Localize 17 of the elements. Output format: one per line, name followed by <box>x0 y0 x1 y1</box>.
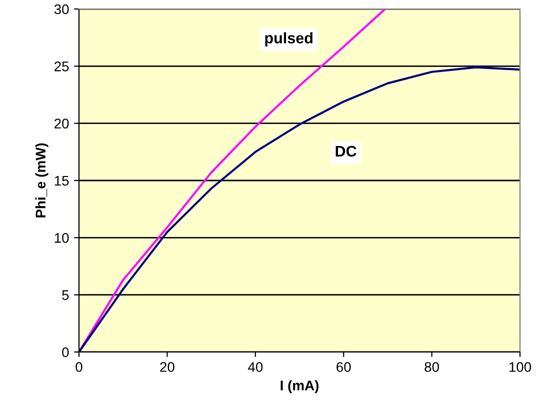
y-axis-title: Phi_e (mW) <box>35 143 48 218</box>
x-tick-label: 0 <box>76 362 82 372</box>
x-tick-label: 40 <box>248 362 263 372</box>
x-axis-title: I (mA) <box>280 380 318 394</box>
y-tick-label: 20 <box>54 118 69 129</box>
x-tick-label: 20 <box>160 362 174 372</box>
y-tick-label: 0 <box>62 347 69 358</box>
y-tick-label: 25 <box>54 62 69 72</box>
series-label: pulsed <box>265 32 312 46</box>
x-tick-label: 80 <box>424 362 439 372</box>
y-tick-label: 15 <box>54 176 69 186</box>
x-tick-label: 100 <box>509 362 532 372</box>
y-tick-label: 10 <box>54 233 69 243</box>
y-tick-label: 30 <box>54 4 69 14</box>
text: DC <box>336 146 356 157</box>
x-tick-label: 60 <box>336 362 351 372</box>
y-tick-label: 5 <box>62 290 69 300</box>
